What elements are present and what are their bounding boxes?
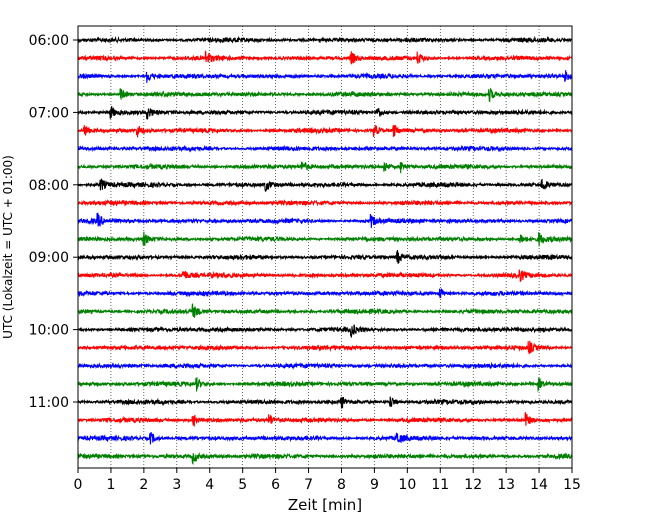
seismic-trace	[77, 50, 573, 65]
x-tick-label: 15	[563, 477, 581, 493]
y-tick-label: 08:00	[29, 178, 69, 194]
x-axis-label: Zeit [min]	[288, 496, 362, 514]
seismic-trace	[77, 340, 573, 355]
x-tick-label: 4	[205, 477, 214, 493]
x-tick-label: 13	[497, 477, 515, 493]
seismic-trace	[77, 231, 573, 247]
y-tick-label: 07:00	[29, 105, 69, 121]
seismic-trace	[77, 144, 573, 153]
x-tick-label: 11	[431, 477, 449, 493]
x-tick-label: 14	[530, 477, 548, 493]
x-tick-label: 7	[304, 477, 313, 493]
seismic-trace	[77, 178, 573, 192]
x-tick-label: 8	[337, 477, 346, 493]
y-axis-label: UTC (Lokalzeit = UTC + 01:00)	[1, 155, 15, 339]
y-axis-ticks: 06:00 07:00 08:00 09:00 10:00 11:00	[29, 33, 78, 411]
seismic-trace	[77, 377, 573, 393]
y-tick-label: 06:00	[29, 33, 69, 49]
seismic-trace	[77, 35, 573, 44]
seismic-trace	[77, 451, 573, 466]
seismic-trace	[77, 249, 573, 264]
x-tick-label: 2	[139, 477, 148, 493]
x-tick-label: 0	[74, 477, 83, 493]
y-tick-label: 10:00	[29, 323, 69, 339]
seismic-trace	[77, 411, 573, 428]
x-tick-label: 10	[398, 477, 416, 493]
x-tick-label: 9	[370, 477, 379, 493]
x-tick-label: 6	[271, 477, 280, 493]
seismic-trace	[77, 432, 573, 445]
y-tick-label: 09:00	[29, 250, 69, 266]
seismic-trace	[77, 396, 573, 409]
seismic-trace	[77, 361, 573, 371]
seismic-trace	[77, 212, 573, 228]
seismic-trace	[77, 87, 573, 103]
plot-frame	[77, 25, 573, 469]
seismic-trace	[77, 199, 573, 207]
seismic-trace	[77, 269, 573, 282]
seismic-trace	[77, 161, 573, 174]
x-tick-label: 12	[464, 477, 482, 493]
seismic-trace	[77, 70, 573, 83]
x-tick-label: 3	[172, 477, 181, 493]
seismic-trace	[77, 125, 573, 138]
seismic-traces	[77, 35, 573, 466]
x-tick-label: 1	[106, 477, 115, 493]
seismic-trace	[77, 106, 573, 120]
seismic-trace	[77, 324, 573, 338]
y-tick-label: 11:00	[29, 395, 69, 411]
x-tick-label: 5	[238, 477, 247, 493]
seismic-trace	[77, 303, 573, 318]
x-axis-ticks: 0 1 2 3 4 5 6 7 8 9 10 11 12 13 14 15	[74, 468, 581, 493]
seismic-trace	[77, 288, 573, 299]
